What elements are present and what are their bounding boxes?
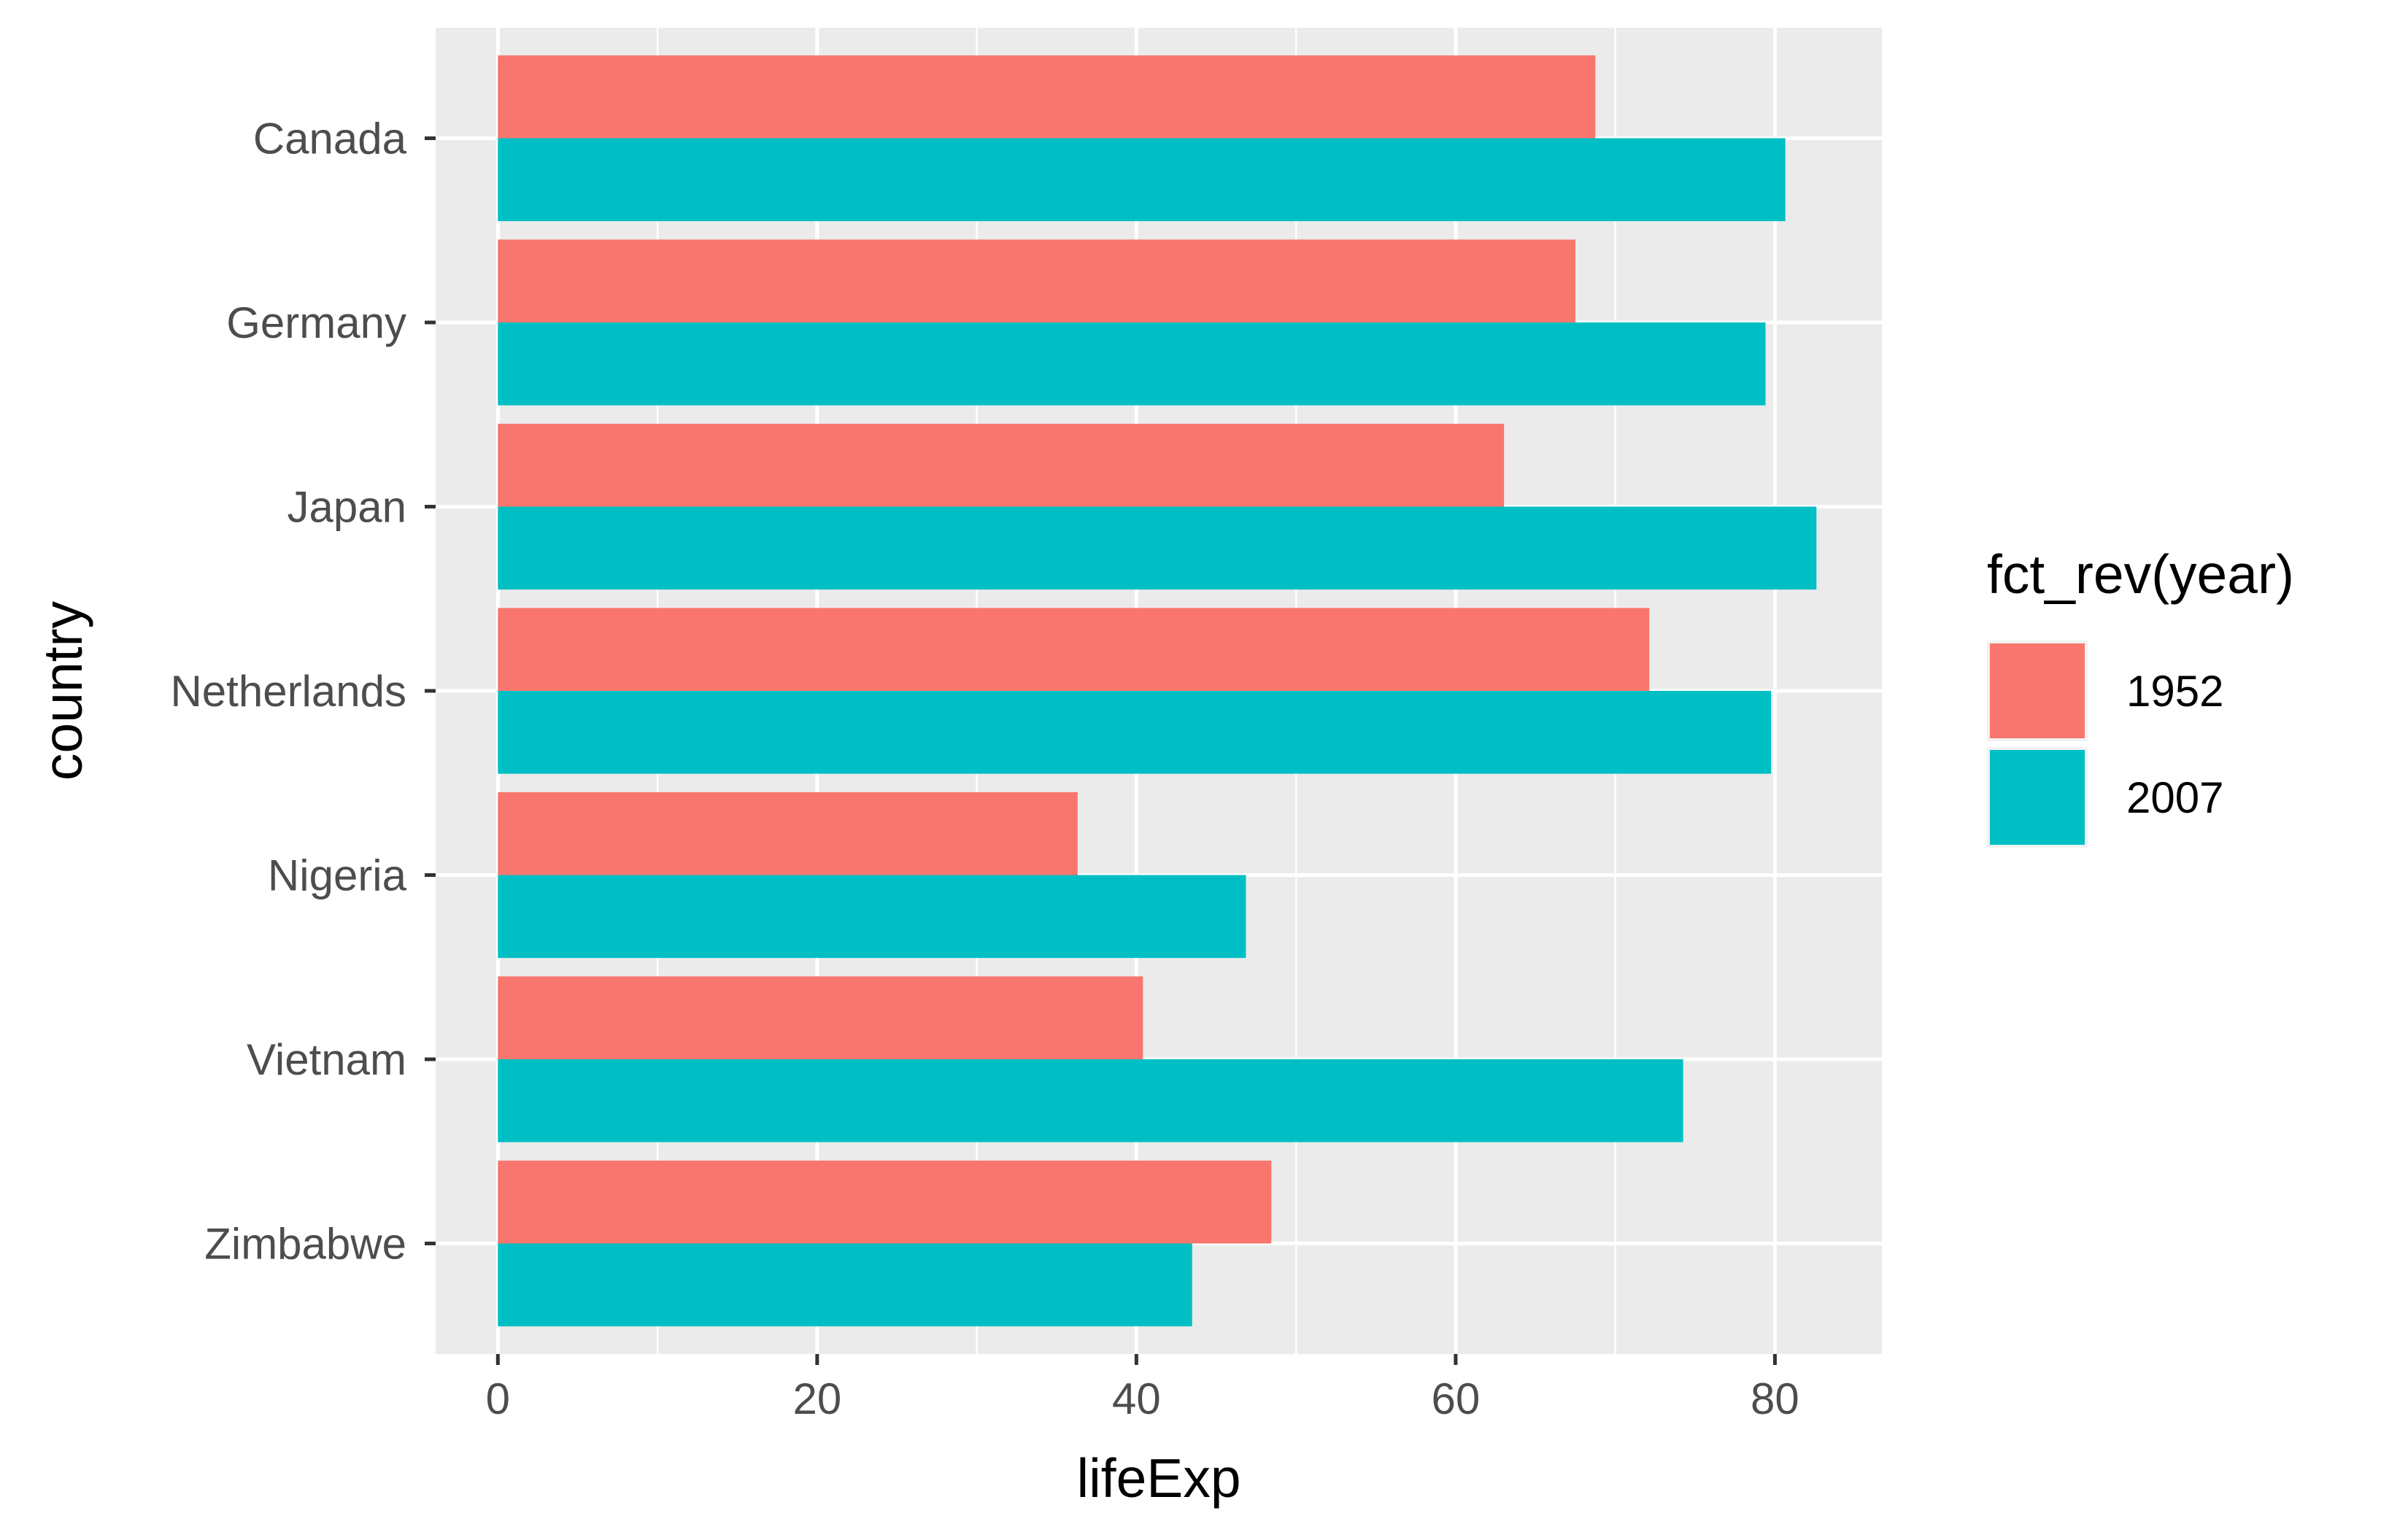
x-tick-label: 0	[486, 1374, 510, 1423]
x-axis-title: lifeExp	[1076, 1447, 1240, 1509]
y-tick-label: Canada	[253, 115, 407, 163]
bar-canada-2007	[498, 138, 1786, 222]
bar-germany-1952	[498, 239, 1575, 322]
x-tick-label: 20	[792, 1374, 841, 1423]
bar-canada-1952	[498, 55, 1596, 139]
legend: fct_rev(year) 1952 2007	[1987, 543, 2294, 848]
bar-nigeria-2007	[498, 875, 1246, 959]
y-tick-label: Zimbabwe	[204, 1220, 406, 1269]
bar-nigeria-1952	[498, 792, 1078, 875]
y-tick-label: Japan	[288, 483, 406, 532]
bar-netherlands-1952	[498, 608, 1650, 691]
bars	[498, 55, 1817, 1327]
legend-title: fct_rev(year)	[1987, 543, 2294, 605]
bar-japan-1952	[498, 423, 1505, 507]
x-tick-label: 60	[1432, 1374, 1481, 1423]
y-tick-label: Netherlands	[170, 667, 406, 716]
bar-japan-2007	[498, 506, 1817, 590]
bar-zimbabwe-1952	[498, 1160, 1272, 1244]
x-tick-label: 40	[1112, 1374, 1161, 1423]
bar-vietnam-2007	[498, 1059, 1683, 1142]
x-tick-label: 80	[1751, 1374, 1799, 1423]
y-tick-label: Germany	[226, 298, 406, 347]
legend-key-2007	[1990, 750, 2085, 845]
bar-netherlands-2007	[498, 691, 1772, 774]
bar-vietnam-1952	[498, 976, 1143, 1059]
legend-label-2007: 2007	[2126, 773, 2223, 822]
legend-label-1952: 1952	[2126, 667, 2223, 716]
y-axis-title: country	[32, 601, 93, 781]
y-axis: Canada Germany Japan Netherlands Nigeria Viet…	[170, 115, 436, 1269]
y-tick-label: Vietnam	[247, 1035, 406, 1084]
bar-germany-2007	[498, 322, 1766, 406]
bar-zimbabwe-2007	[498, 1243, 1192, 1327]
legend-key-1952	[1990, 643, 2085, 738]
y-tick-label: Nigeria	[268, 851, 407, 900]
x-axis: 0 20 40 60 80	[486, 1354, 1799, 1423]
